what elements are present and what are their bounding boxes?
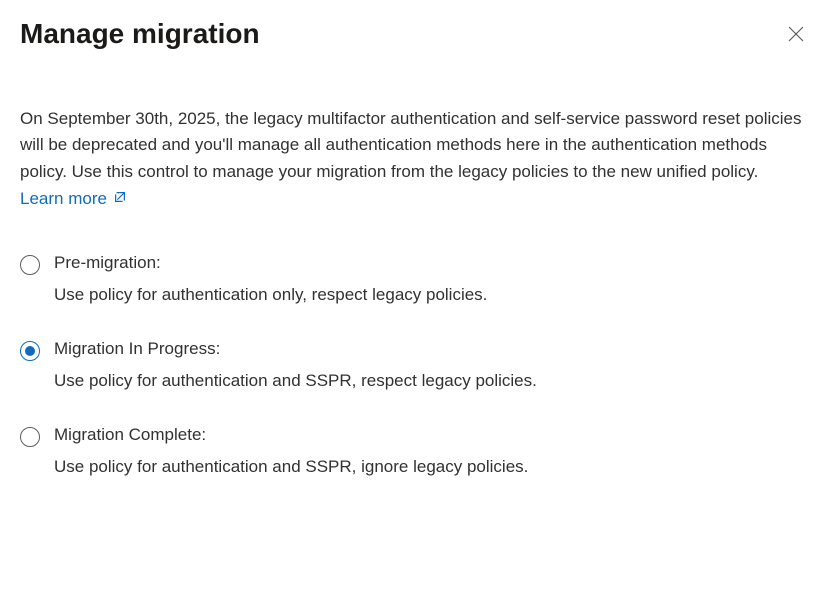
panel-header: Manage migration xyxy=(20,18,808,50)
radio-label: Pre-migration: xyxy=(54,253,487,273)
radio-text: Pre-migration: Use policy for authentica… xyxy=(54,253,487,305)
radio-option-migration-complete[interactable]: Migration Complete: Use policy for authe… xyxy=(20,425,808,477)
radio-text: Migration In Progress: Use policy for au… xyxy=(54,339,537,391)
learn-more-label: Learn more xyxy=(20,189,107,209)
description-text: On September 30th, 2025, the legacy mult… xyxy=(20,106,808,185)
page-title: Manage migration xyxy=(20,18,260,50)
radio-group: Pre-migration: Use policy for authentica… xyxy=(20,253,808,477)
external-link-icon xyxy=(113,189,127,209)
radio-option-pre-migration[interactable]: Pre-migration: Use policy for authentica… xyxy=(20,253,808,305)
learn-more-link[interactable]: Learn more xyxy=(20,189,127,209)
radio-button[interactable] xyxy=(20,341,40,361)
radio-label: Migration Complete: xyxy=(54,425,528,445)
radio-description: Use policy for authentication only, resp… xyxy=(54,285,487,305)
radio-text: Migration Complete: Use policy for authe… xyxy=(54,425,528,477)
radio-option-migration-in-progress[interactable]: Migration In Progress: Use policy for au… xyxy=(20,339,808,391)
radio-description: Use policy for authentication and SSPR, … xyxy=(54,457,528,477)
radio-description: Use policy for authentication and SSPR, … xyxy=(54,371,537,391)
radio-label: Migration In Progress: xyxy=(54,339,537,359)
close-icon[interactable] xyxy=(788,26,804,42)
radio-button[interactable] xyxy=(20,427,40,447)
radio-button[interactable] xyxy=(20,255,40,275)
